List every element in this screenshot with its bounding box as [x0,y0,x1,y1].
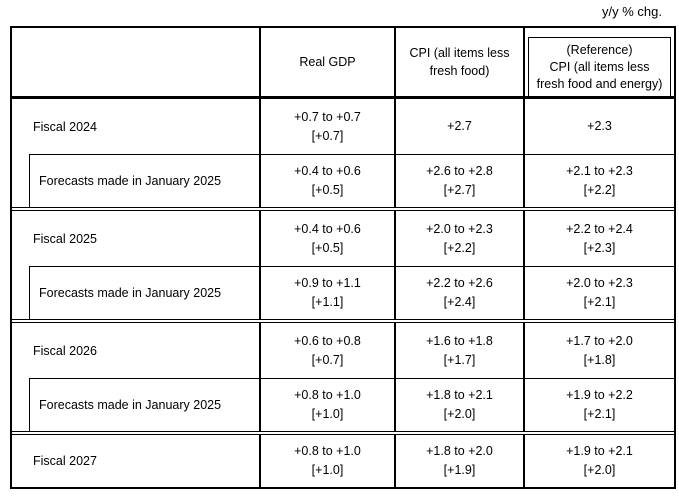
cell-value: +2.2 to +2.4 [+2.3] [566,221,633,255]
cell-cpi-reference: +1.9 to +2.1 [+2.0] [523,435,674,487]
cell-value: +2.2 to +2.6 [+2.4] [426,276,493,309]
cell-cpi-reference: +2.2 to +2.4 [+2.3] [523,211,674,266]
row-label-cell: Forecasts made in January 2025 [29,378,259,431]
table-row-forecast-jan-2025: Forecasts made in January 2025 +0.4 to +… [12,154,674,207]
header-cell-empty [12,28,259,96]
table-header-row: Real GDP CPI (all items less fresh food)… [12,28,674,99]
cell-cpi: +2.7 [394,99,523,154]
header-label-cpi: CPI (all items less fresh food) [409,46,510,78]
cell-value: +2.0 to +2.3 [+2.1] [566,276,633,309]
cell-value: +2.7 [447,119,472,133]
row-label: Forecasts made in January 2025 [39,174,222,188]
cell-value: +2.3 [587,119,612,133]
cell-real-gdp: +0.7 to +0.7 [+0.7] [259,99,394,154]
cell-real-gdp: +0.6 to +0.8 [+0.7] [259,323,394,378]
cell-real-gdp: +0.8 to +1.0 [+1.0] [259,378,394,431]
cell-value: +2.1 to +2.3 [+2.2] [566,164,633,197]
row-label: Fiscal 2024 [33,119,97,134]
cell-cpi-reference: +2.1 to +2.3 [+2.2] [523,154,674,207]
row-label-cell: Forecasts made in January 2025 [29,266,259,319]
cell-value: +0.7 to +0.7 [+0.7] [294,109,361,143]
cell-value: +1.6 to +1.8 [+1.7] [426,333,493,367]
cell-cpi-reference: +2.3 [523,99,674,154]
cell-cpi: +2.6 to +2.8 [+2.7] [394,154,523,207]
row-label: Forecasts made in January 2025 [39,286,222,300]
table-row-fiscal-2024: Fiscal 2024 +0.7 to +0.7 [+0.7] +2.7 +2.… [12,99,674,154]
cell-value: +0.4 to +0.6 [+0.5] [294,221,361,255]
cell-value: +1.8 to +2.0 [+1.9] [426,444,493,477]
unit-label: y/y % chg. [602,4,662,19]
cell-real-gdp: +0.4 to +0.6 [+0.5] [259,211,394,266]
cell-value: +2.0 to +2.3 [+2.2] [426,221,493,255]
row-label-cell: Forecasts made in January 2025 [29,154,259,207]
row-label-cell: Fiscal 2024 [12,99,259,154]
block-fiscal-2026: Fiscal 2026 +0.6 to +0.8 [+0.7] +1.6 to … [12,319,674,431]
cell-value: +0.9 to +1.1 [+1.1] [294,276,361,309]
indent-cell [12,154,29,207]
cell-value: +1.7 to +2.0 [+1.8] [566,333,633,367]
cell-value: +0.8 to +1.0 [+1.0] [294,444,361,477]
cell-cpi-reference: +1.9 to +2.2 [+2.1] [523,378,674,431]
row-label: Fiscal 2025 [33,231,97,246]
cell-value: +0.4 to +0.6 [+0.5] [294,164,361,197]
header-cell-cpi: CPI (all items less fresh food) [394,28,523,96]
cell-value: +1.9 to +2.1 [+2.0] [566,444,633,477]
row-label: Forecasts made in January 2025 [39,398,222,412]
cell-cpi: +2.0 to +2.3 [+2.2] [394,211,523,266]
row-label-cell: Fiscal 2026 [12,323,259,378]
cell-real-gdp: +0.9 to +1.1 [+1.1] [259,266,394,319]
table-row-fiscal-2025: Fiscal 2025 +0.4 to +0.6 [+0.5] +2.0 to … [12,211,674,266]
table-row-fiscal-2027: Fiscal 2027 +0.8 to +1.0 [+1.0] +1.8 to … [12,435,674,487]
header-label-real-gdp: Real GDP [299,55,356,69]
cell-real-gdp: +0.8 to +1.0 [+1.0] [259,435,394,487]
table-row-fiscal-2026: Fiscal 2026 +0.6 to +0.8 [+0.7] +1.6 to … [12,323,674,378]
cell-real-gdp: +0.4 to +0.6 [+0.5] [259,154,394,207]
header-label-cpi-reference: (Reference) CPI (all items less fresh fo… [536,42,663,91]
cell-cpi: +1.6 to +1.8 [+1.7] [394,323,523,378]
table-row-forecast-jan-2025: Forecasts made in January 2025 +0.8 to +… [12,378,674,431]
cell-value: +0.8 to +1.0 [+1.0] [294,388,361,421]
cell-value: +1.8 to +2.1 [+2.0] [426,388,493,421]
block-fiscal-2025: Fiscal 2025 +0.4 to +0.6 [+0.5] +2.0 to … [12,207,674,319]
block-fiscal-2024: Fiscal 2024 +0.7 to +0.7 [+0.7] +2.7 +2.… [12,99,674,207]
cell-cpi: +1.8 to +2.1 [+2.0] [394,378,523,431]
indent-cell [12,378,29,431]
cell-value: +0.6 to +0.8 [+0.7] [294,333,361,367]
row-label: Fiscal 2027 [33,454,97,468]
cell-cpi: +1.8 to +2.0 [+1.9] [394,435,523,487]
block-fiscal-2027: Fiscal 2027 +0.8 to +1.0 [+1.0] +1.8 to … [12,431,674,487]
forecast-table: Real GDP CPI (all items less fresh food)… [10,26,676,489]
indent-cell [12,266,29,319]
cell-value: +2.6 to +2.8 [+2.7] [426,164,493,197]
reference-header-box: (Reference) CPI (all items less fresh fo… [528,37,671,96]
row-label: Fiscal 2026 [33,343,97,358]
header-cell-real-gdp: Real GDP [259,28,394,96]
cell-cpi-reference: +2.0 to +2.3 [+2.1] [523,266,674,319]
cell-cpi-reference: +1.7 to +2.0 [+1.8] [523,323,674,378]
cell-value: +1.9 to +2.2 [+2.1] [566,388,633,421]
header-cell-cpi-reference: (Reference) CPI (all items less fresh fo… [523,28,674,96]
table-row-forecast-jan-2025: Forecasts made in January 2025 +0.9 to +… [12,266,674,319]
row-label-cell: Fiscal 2027 [12,435,259,487]
cell-cpi: +2.2 to +2.6 [+2.4] [394,266,523,319]
row-label-cell: Fiscal 2025 [12,211,259,266]
